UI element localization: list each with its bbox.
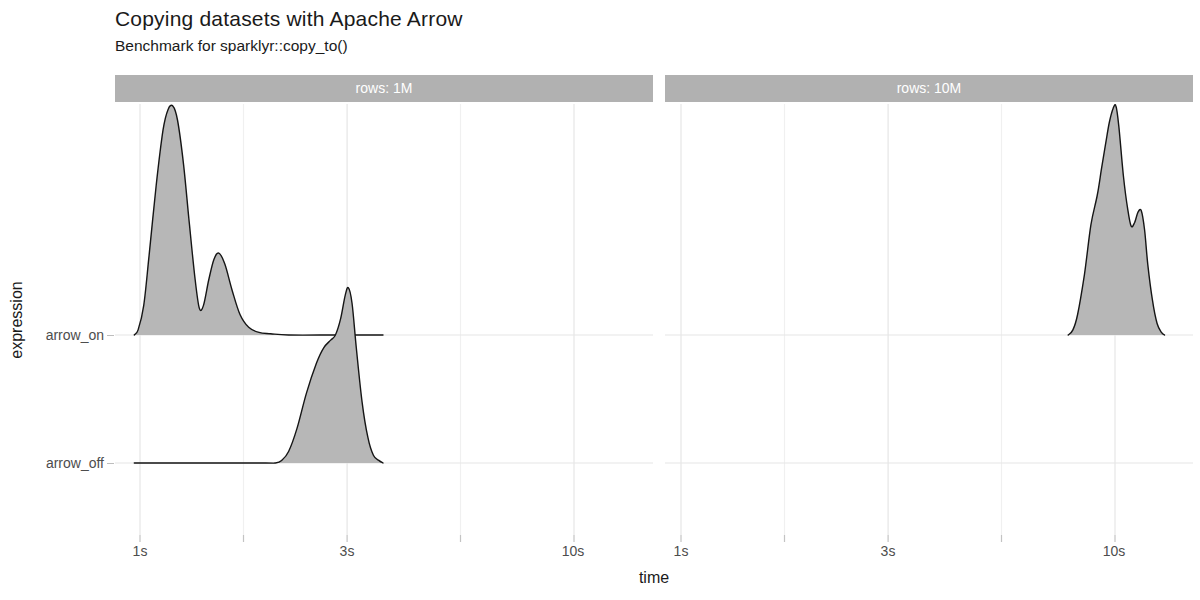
x-axis-title: time — [554, 569, 754, 587]
x-tick-label-1s: 1s — [659, 543, 703, 559]
x-tick-label-3s: 3s — [325, 543, 369, 559]
facet-strip-rows-10m: rows: 10M — [665, 75, 1193, 102]
y-axis-title: expression — [8, 240, 26, 400]
y-axis-tick-arrow-on — [107, 335, 114, 336]
facet-strip-rows-1m: rows: 1M — [115, 75, 653, 102]
plot-subtitle: Benchmark for sparklyr::copy_to() — [115, 37, 348, 55]
facet-strip-label: rows: 10M — [897, 80, 962, 96]
y-axis-tick-arrow-off — [107, 463, 114, 464]
plot-title: Copying datasets with Apache Arrow — [115, 7, 463, 31]
density-panel-rows-1m — [115, 104, 653, 545]
x-tick-label-10s: 10s — [551, 543, 595, 559]
ridgeline-benchmark-figure: Copying datasets with Apache Arrow Bench… — [0, 0, 1200, 600]
density-panel-rows-10m — [665, 104, 1193, 545]
y-tick-label-arrow-on: arrow_on — [18, 327, 104, 344]
x-tick-label-3s: 3s — [866, 543, 910, 559]
y-tick-label-arrow-off: arrow_off — [18, 455, 104, 472]
facet-strip-label: rows: 1M — [356, 80, 413, 96]
x-tick-label-10s: 10s — [1092, 543, 1136, 559]
x-tick-label-1s: 1s — [118, 543, 162, 559]
